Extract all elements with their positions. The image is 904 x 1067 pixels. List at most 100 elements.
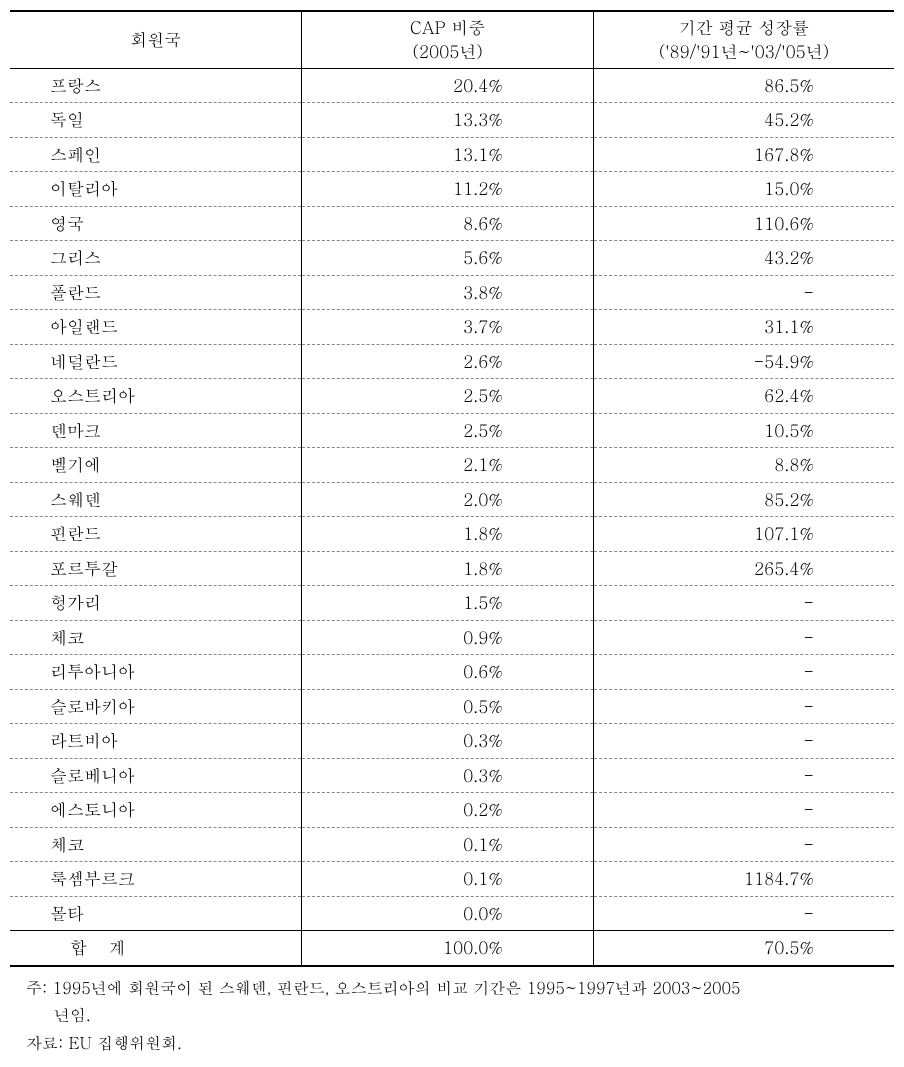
cell-country: 룩셈부르크 [10,862,302,897]
table-row: 헝가리1.5%- [10,586,894,621]
table-row: 프랑스20.4%86.5% [10,68,894,103]
cell-country: 스페인 [10,137,302,172]
cell-cap: 3.7% [302,310,594,345]
header-country: 회원국 [10,11,302,68]
cell-growth: - [593,620,894,655]
cell-country: 포르투갈 [10,551,302,586]
table-row: 스페인13.1%167.8% [10,137,894,172]
cell-growth: - [593,758,894,793]
cell-country: 리투아니아 [10,655,302,690]
cell-cap: 0.0% [302,896,594,931]
cell-growth: 110.6% [593,206,894,241]
cell-growth: 265.4% [593,551,894,586]
cell-growth: 86.5% [593,68,894,103]
table-header-row: 회원국 CAP 비중 (2005년) 기간 평균 성장률 ('89/'91년~'… [10,11,894,68]
cell-cap: 0.9% [302,620,594,655]
cell-country: 프랑스 [10,68,302,103]
cell-growth: - [593,586,894,621]
cell-growth: 10.5% [593,413,894,448]
cell-growth: 45.2% [593,103,894,138]
cell-total-label: 합 계 [10,931,302,966]
cell-country: 헝가리 [10,586,302,621]
cell-country: 오스트리아 [10,379,302,414]
table-notes: 주: 1995년에 회원국이 된 스웨덴, 핀란드, 오스트리아의 비교 기간은… [10,975,894,1056]
table-row: 독일13.3%45.2% [10,103,894,138]
cell-cap: 1.8% [302,517,594,552]
cell-country: 슬로바키아 [10,689,302,724]
cell-cap: 0.6% [302,655,594,690]
cell-country: 체코 [10,620,302,655]
cell-country: 이탈리아 [10,172,302,207]
cell-growth: 85.2% [593,482,894,517]
table-row: 벨기에2.1%8.8% [10,448,894,483]
table-row: 이탈리아11.2%15.0% [10,172,894,207]
table-row: 슬로바키아0.5%- [10,689,894,724]
cell-growth: 62.4% [593,379,894,414]
cell-country: 네덜란드 [10,344,302,379]
table-row: 리투아니아0.6%- [10,655,894,690]
cell-country: 체코 [10,827,302,862]
cell-cap: 0.3% [302,758,594,793]
cell-growth: 167.8% [593,137,894,172]
cell-growth: - [593,896,894,931]
cell-cap: 11.2% [302,172,594,207]
cell-growth: -54.9% [593,344,894,379]
cell-cap: 2.6% [302,344,594,379]
cell-cap: 8.6% [302,206,594,241]
cell-growth: - [593,689,894,724]
cell-country: 독일 [10,103,302,138]
header-cap: CAP 비중 (2005년) [302,11,594,68]
table-row: 체코0.9%- [10,620,894,655]
header-cap-line2: (2005년) [412,39,482,63]
table-row: 에스토니아0.2%- [10,793,894,828]
cell-country: 그리스 [10,241,302,276]
cell-country: 영국 [10,206,302,241]
cell-growth: - [593,827,894,862]
note-line2: 년임. [26,1002,894,1028]
cell-cap: 0.1% [302,862,594,897]
cell-growth: - [593,793,894,828]
table-row: 라트비아0.3%- [10,724,894,759]
cell-cap: 2.0% [302,482,594,517]
cell-country: 에스토니아 [10,793,302,828]
table-row: 아일랜드3.7%31.1% [10,310,894,345]
cell-cap: 13.3% [302,103,594,138]
cell-growth: 8.8% [593,448,894,483]
cell-country: 아일랜드 [10,310,302,345]
cell-cap: 0.1% [302,827,594,862]
cell-cap: 1.8% [302,551,594,586]
cell-cap: 1.5% [302,586,594,621]
cell-cap: 2.5% [302,379,594,414]
table-row: 네덜란드2.6%-54.9% [10,344,894,379]
header-growth: 기간 평균 성장률 ('89/'91년~'03/'05년) [593,11,894,68]
table-row: 체코0.1%- [10,827,894,862]
table-row: 폴란드3.8%- [10,275,894,310]
cell-cap: 0.5% [302,689,594,724]
table-row: 그리스5.6%43.2% [10,241,894,276]
cell-cap: 2.1% [302,448,594,483]
cell-growth: 43.2% [593,241,894,276]
table-row: 슬로베니아0.3%- [10,758,894,793]
cell-growth: - [593,275,894,310]
cell-cap: 0.2% [302,793,594,828]
cell-total-growth: 70.5% [593,931,894,966]
cell-cap: 5.6% [302,241,594,276]
note-line1: 주: 1995년에 회원국이 된 스웨덴, 핀란드, 오스트리아의 비교 기간은… [26,975,894,1001]
cell-cap: 0.3% [302,724,594,759]
table-row: 스웨덴2.0%85.2% [10,482,894,517]
cell-total-cap: 100.0% [302,931,594,966]
cell-growth: 15.0% [593,172,894,207]
header-growth-line2: ('89/'91년~'03/'05년) [659,39,829,63]
cell-country: 핀란드 [10,517,302,552]
cell-growth: - [593,724,894,759]
table-row: 오스트리아2.5%62.4% [10,379,894,414]
table-row: 영국8.6%110.6% [10,206,894,241]
cell-country: 덴마크 [10,413,302,448]
table-row: 몰타0.0%- [10,896,894,931]
table-row: 덴마크2.5%10.5% [10,413,894,448]
table-row: 핀란드1.8%107.1% [10,517,894,552]
cell-cap: 20.4% [302,68,594,103]
cell-growth: 107.1% [593,517,894,552]
table-row: 룩셈부르크0.1%1184.7% [10,862,894,897]
header-growth-line1: 기간 평균 성장률 [679,15,809,39]
